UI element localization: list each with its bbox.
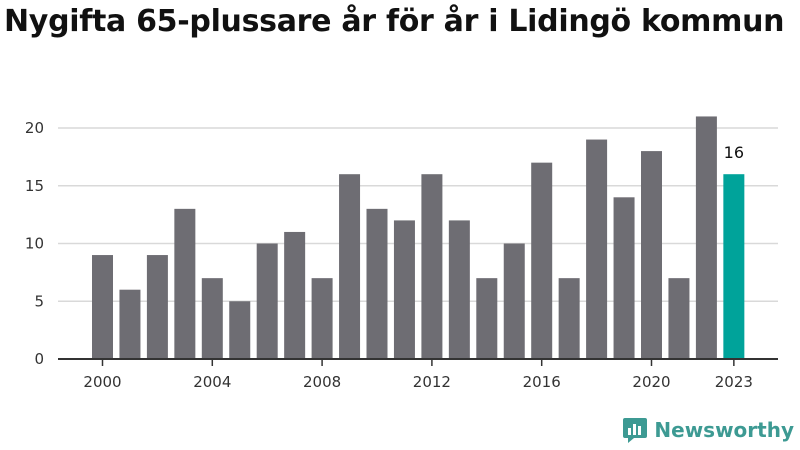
bar-2017 — [558, 278, 580, 359]
bar-2021 — [668, 278, 690, 359]
newsworthy-brand: Newsworthy — [622, 416, 794, 444]
bar-2015 — [503, 243, 525, 359]
bar-2013 — [448, 220, 470, 359]
bar-2002 — [146, 255, 168, 359]
y-axis-ticks: 0 5 10 15 20 — [25, 119, 44, 368]
bar-2016 — [531, 162, 553, 359]
y-tick-label: 20 — [25, 119, 44, 137]
bars — [92, 116, 745, 359]
y-tick-label: 15 — [25, 177, 44, 195]
bar-2014 — [476, 278, 498, 359]
y-tick-label: 0 — [34, 350, 44, 368]
x-tick-label: 2012 — [413, 373, 451, 391]
bar-2020 — [641, 151, 662, 359]
x-axis-ticks: 2000 2004 2008 2012 2016 2020 2023 — [83, 359, 753, 391]
bar-2007 — [284, 231, 306, 359]
bar-2019 — [613, 197, 635, 359]
x-tick-label: 2016 — [523, 373, 561, 391]
bar-2010 — [366, 208, 388, 359]
y-tick-label: 10 — [25, 235, 44, 253]
x-tick-label: 2023 — [715, 373, 753, 391]
x-tick-label: 2000 — [83, 373, 121, 391]
bar-2011 — [393, 220, 415, 359]
newsworthy-logo-icon — [623, 418, 648, 443]
brand-name: Newsworthy — [654, 418, 794, 442]
bar-2023 — [723, 174, 745, 359]
bar-2022 — [695, 116, 717, 359]
x-tick-label: 2004 — [193, 373, 231, 391]
data-label-2023: 16 — [724, 143, 744, 162]
bar-2001 — [119, 289, 141, 359]
bar-2008 — [311, 278, 333, 359]
y-tick-label: 5 — [34, 292, 44, 310]
bar-2000 — [92, 255, 113, 359]
data-labels: 16 — [724, 143, 744, 162]
x-tick-label: 2020 — [632, 373, 670, 391]
bar-2004 — [201, 278, 223, 359]
bar-2018 — [586, 139, 608, 359]
bar-2005 — [229, 301, 251, 359]
bar-2009 — [339, 174, 361, 359]
bar-2003 — [174, 208, 196, 359]
bar-2006 — [256, 243, 278, 359]
bar-2012 — [421, 174, 443, 359]
x-tick-label: 2008 — [303, 373, 341, 391]
chart-title: Nygifta 65-plussare år för år i Lidingö … — [4, 4, 785, 39]
